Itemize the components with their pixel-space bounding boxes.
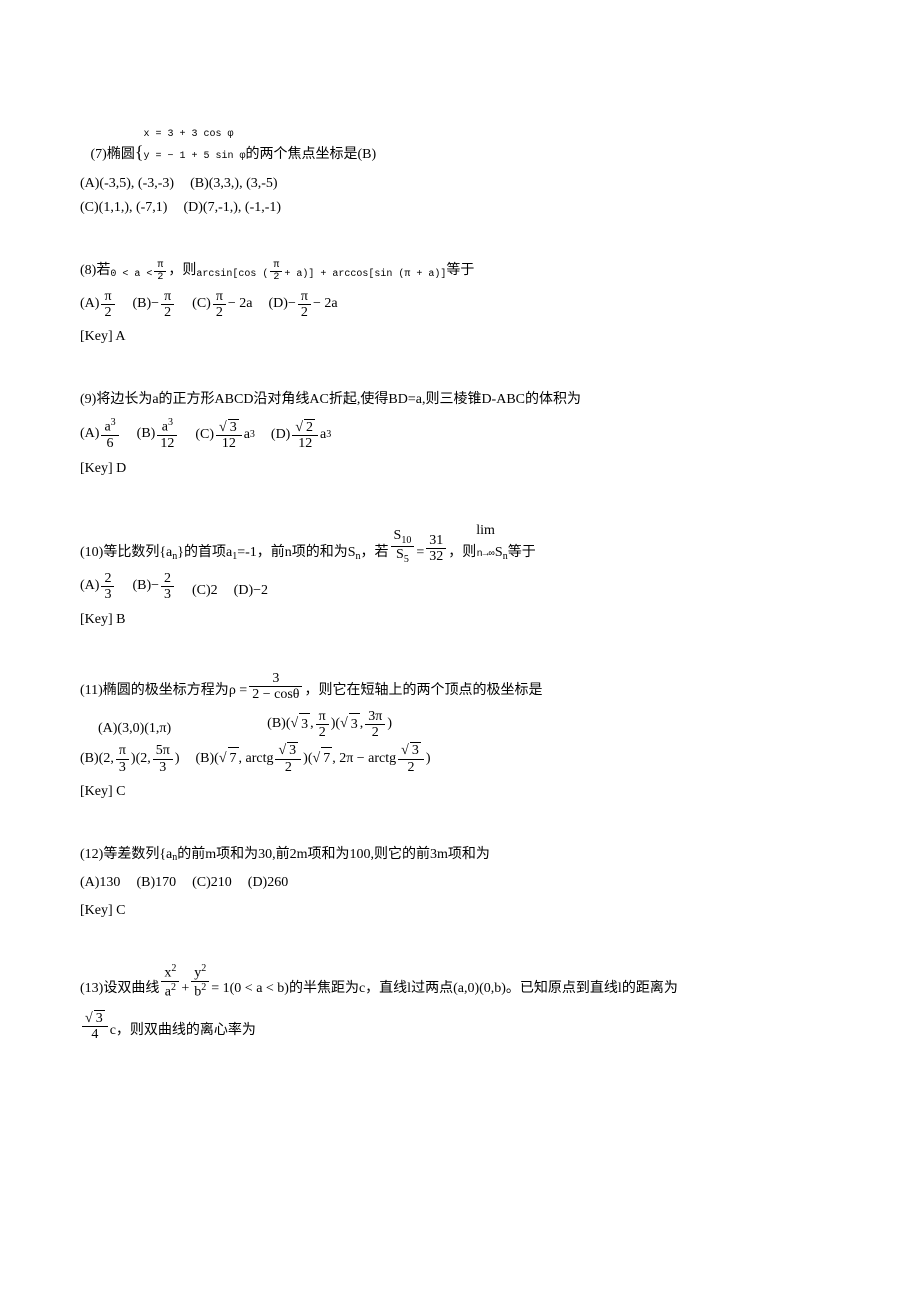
question-10: (10)等比数列{an }的首项a1 =-1，前n项的和为Sn ，若 S10S5… — [80, 520, 840, 631]
q10-t4: ，若 — [361, 542, 389, 564]
q7-d: (D)(7,-1,), (-1,-1) — [183, 197, 281, 219]
q10-options: (A)23 (B)−23 (C)2 (D)−2 — [80, 571, 840, 603]
q9-c: (C)√312a3 — [195, 419, 255, 452]
q13-t2: 的半焦距为c，直线l过两点(a,0)(0,b)。已知原点到直线l的距离为 — [289, 978, 678, 1000]
q9-d: (D)√212a3 — [271, 419, 331, 452]
q10-t3: =-1，前n项的和为S — [237, 542, 355, 564]
q10-t6: 等于 — [508, 542, 536, 564]
lim: limn→∞ — [476, 520, 495, 565]
q10-a: (A)23 — [80, 571, 116, 603]
frac-x2a2: x2a2 — [161, 963, 179, 1000]
q11-key: [Key] C — [80, 781, 840, 803]
q12-d: (D)260 — [248, 872, 288, 894]
q11-a: (A)(3,0)(1,π) — [98, 718, 171, 740]
q8-b: (B)−π2 — [133, 289, 177, 321]
q11-d: (B)(√7 , arctg √32 )(√7 , 2π − arctg √32… — [195, 742, 430, 775]
q12-b: (B)170 — [136, 872, 176, 894]
q8-tail: 等于 — [446, 260, 474, 282]
question-9: (9)将边长为a的正方形ABCD沿对角线AC折起,使得BD=a,则三棱锥D-AB… — [80, 389, 840, 480]
q10-t2: }的首项a — [177, 542, 232, 564]
question-12: (12)等差数列{an 的前m项和为30,前2m项和为100,则它的前3m项和为… — [80, 844, 840, 923]
q7-options: (A)(-3,5), (-3,-3) (B)(3,3,), (3,-5) (C)… — [80, 173, 840, 220]
q7-p1: x = 3 + 3 cos φ — [143, 129, 233, 140]
frac-s: S10S5 — [391, 528, 415, 565]
q8-expr: arcsin[cos ( — [196, 267, 268, 283]
q8-cond: 0 < a < — [110, 267, 152, 283]
frac-31-32: 3132 — [426, 533, 446, 565]
q10-key: [Key] B — [80, 609, 840, 631]
question-11: (11)椭圆的极坐标方程为 ρ = 32 − cosθ ，则它在短轴上的两个顶点… — [80, 671, 840, 804]
q12-a: (A)130 — [80, 872, 120, 894]
q11-t2: ，则它在短轴上的两个顶点的极坐标是 — [304, 680, 542, 702]
q12-options: (A)130 (B)170 (C)210 (D)260 — [80, 872, 840, 894]
q9-text: (9)将边长为a的正方形ABCD沿对角线AC折起,使得BD=a,则三棱锥D-AB… — [80, 389, 840, 411]
q12-t: (12)等差数列{a — [80, 844, 172, 866]
q8-d: (D)−π2 − 2a — [269, 289, 338, 321]
q11-c: (B)(2, π3 )(2, 5π3 ) — [80, 743, 179, 775]
frac-rho: 32 − cosθ — [249, 671, 302, 703]
q10-d: (D)−2 — [234, 580, 268, 602]
q13-t3: ，则双曲线的离心率为 — [116, 1020, 256, 1042]
q7-param: x = 3 + 3 cos φ y = − 1 + 5 sin φ — [143, 122, 245, 167]
q8-c: (C)π2 − 2a — [192, 289, 252, 321]
q9-options: (A)a36 (B)a312 (C)√312a3 (D)√212a3 — [80, 417, 840, 451]
q8-expr2: + a)] + arccos[sin (π + a)] — [284, 267, 446, 283]
frac-pi2: π2 — [154, 260, 166, 283]
q10-c: (C)2 — [192, 580, 218, 602]
q13-t1: (13)设双曲线 — [80, 978, 159, 1000]
q9-b: (B)a312 — [137, 417, 180, 451]
q8-key: [Key] A — [80, 326, 840, 348]
q7-c: (C)(1,1,), (-7,1) — [80, 197, 167, 219]
q7-a: (A)(-3,5), (-3,-3) — [80, 173, 174, 195]
frac-y2b2: y2b2 — [191, 963, 209, 1000]
q10-b: (B)−23 — [132, 571, 176, 603]
question-7: (7)椭圆 { x = 3 + 3 cos φ y = − 1 + 5 sin … — [80, 122, 840, 220]
q8-pre: (8)若 — [80, 260, 110, 282]
q11-options: (A)(3,0)(1,π) (B)(√3, π2 )(√3, 3π2 ) (B)… — [80, 709, 840, 776]
q11-b: (B)(√3, π2 )(√3, 3π2 ) — [267, 709, 392, 741]
q12-key: [Key] C — [80, 900, 840, 922]
q7-num: (7)椭圆 — [91, 144, 135, 166]
q8-options: (A)π2 (B)−π2 (C)π2 − 2a (D)−π2 − 2a — [80, 289, 840, 321]
question-8: (8)若 0 < a < π2 ，则 arcsin[cos ( π2 + a)]… — [80, 260, 840, 349]
q8-mid: ，则 — [168, 260, 196, 282]
q9-key: [Key] D — [80, 458, 840, 480]
q7-tail: 的两个焦点坐标是(B) — [246, 144, 377, 166]
q12-t2: 的前m项和为30,前2m项和为100,则它的前3m项和为 — [177, 844, 490, 866]
q12-c: (C)210 — [192, 872, 232, 894]
q7-p2: y = − 1 + 5 sin φ — [143, 151, 245, 162]
q9-a: (A)a36 — [80, 417, 121, 451]
q11-t1: (11)椭圆的极坐标方程为 — [80, 680, 229, 702]
frac-sqrt3-4: √34 — [82, 1010, 108, 1043]
q7-b: (B)(3,3,), (3,-5) — [190, 173, 277, 195]
q7-label — [80, 144, 91, 166]
brace-icon: { — [135, 138, 144, 167]
q8-a: (A)π2 — [80, 289, 117, 321]
q10-t5: ，则 — [448, 542, 476, 564]
question-13: (13)设双曲线 x2a2 + y2b2 = 1(0 < a < b) 的半焦距… — [80, 963, 840, 1043]
q10-t1: (10)等比数列{a — [80, 542, 172, 564]
frac-pi2b: π2 — [270, 260, 282, 283]
